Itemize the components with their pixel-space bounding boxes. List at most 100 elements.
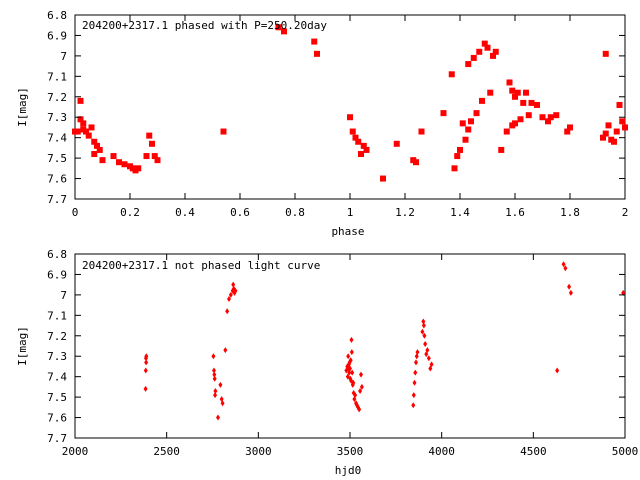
phased-y-tick-label: 7 bbox=[60, 50, 67, 63]
phased-data-point bbox=[512, 120, 518, 127]
phased-x-tick-label: 1.4 bbox=[450, 206, 470, 219]
unphased-data-point bbox=[420, 328, 425, 335]
phased-y-tick-label: 7.1 bbox=[47, 70, 67, 83]
unphased-data-point bbox=[412, 379, 417, 386]
phased-x-tick-label: 0.6 bbox=[230, 206, 250, 219]
unphased-data-point bbox=[233, 287, 238, 294]
phased-data-point bbox=[459, 120, 466, 127]
phased-x-tick-label: 1.2 bbox=[395, 206, 415, 219]
phased-x-tick-label: 2 bbox=[622, 206, 629, 219]
unphased-y-tick-label: 7.3 bbox=[47, 350, 67, 363]
phased-data-point bbox=[355, 138, 362, 145]
phased-x-tick-label: 0.2 bbox=[120, 206, 140, 219]
unphased-data-point bbox=[144, 359, 149, 366]
phased-data-point bbox=[352, 134, 359, 141]
phased-data-point bbox=[506, 79, 513, 86]
phased-data-point bbox=[509, 87, 516, 94]
unphased-data-point bbox=[428, 365, 433, 372]
phased-data-point bbox=[498, 146, 505, 153]
unphased-x-ticks: 2000 2500 3000 3500 4000 4500 5000 bbox=[62, 254, 638, 458]
unphased-data-point bbox=[555, 367, 560, 374]
unphased-data-point bbox=[421, 318, 426, 325]
unphased-data-point bbox=[213, 392, 218, 399]
unphased-data-point bbox=[423, 340, 428, 347]
phased-x-ticks: 0 0.2 0.4 0.6 0.8 1 1.2 1.4 1.6 1.8 2 bbox=[72, 15, 629, 219]
phased-data-point bbox=[275, 24, 282, 31]
unphased-data-point bbox=[357, 406, 362, 413]
unphased-x-tick-label: 4000 bbox=[428, 445, 455, 458]
unphased-data-point bbox=[223, 347, 228, 354]
phased-data-point bbox=[347, 114, 353, 121]
unphased-data-point bbox=[422, 332, 427, 339]
phased-data-point bbox=[564, 128, 571, 135]
unphased-data-point bbox=[216, 414, 220, 421]
phased-x-tick-label: 0.8 bbox=[285, 206, 305, 219]
unphased-y-tick-label: 7.7 bbox=[47, 432, 67, 445]
phased-x-tick-label: 0.4 bbox=[175, 206, 195, 219]
phased-data-point bbox=[613, 128, 620, 135]
phased-data-point bbox=[360, 142, 367, 149]
phased-x-tick-label: 1.6 bbox=[505, 206, 525, 219]
phased-data-point bbox=[520, 99, 527, 106]
phased-y-tick-label: 6.9 bbox=[47, 29, 67, 42]
unphased-data-point bbox=[225, 308, 230, 315]
phased-data-point bbox=[547, 114, 554, 121]
unphased-data-point bbox=[349, 336, 354, 343]
phased-data-point bbox=[465, 61, 472, 68]
phased-data-point bbox=[448, 71, 455, 78]
phased-data-point bbox=[85, 132, 92, 139]
unphased-y-tick-label: 7 bbox=[60, 289, 67, 302]
unphased-y-tick-label: 7.5 bbox=[47, 391, 67, 404]
phased-data-point bbox=[567, 124, 573, 131]
phased-data-point bbox=[490, 52, 496, 59]
unphased-data-point bbox=[415, 349, 420, 356]
phased-data-point bbox=[481, 40, 488, 47]
phased-data-point bbox=[91, 151, 98, 158]
unphased-data-point bbox=[351, 379, 356, 386]
unphased-plot-frame bbox=[74, 253, 626, 439]
unphased-data-point bbox=[213, 387, 218, 394]
phased-data-point bbox=[135, 165, 142, 172]
unphased-data-point bbox=[211, 367, 216, 374]
unphased-x-tick-label: 3500 bbox=[337, 445, 364, 458]
unphased-x-tick-label: 2000 bbox=[62, 445, 89, 458]
unphased-data-point bbox=[227, 295, 231, 302]
phased-y-tick-label: 7.5 bbox=[47, 152, 67, 165]
phased-data-point bbox=[88, 124, 95, 131]
unphased-data-point bbox=[411, 402, 416, 409]
phased-data-point bbox=[380, 175, 386, 182]
unphased-x-axis-label: hjd0 bbox=[335, 464, 362, 477]
unphased-data-point bbox=[211, 353, 216, 360]
phased-data-point bbox=[311, 38, 318, 45]
phased-data-point bbox=[440, 110, 447, 117]
unphased-data-point bbox=[561, 261, 566, 268]
unphased-data-point bbox=[348, 357, 353, 364]
phased-data-point bbox=[611, 138, 617, 145]
phased-data-point bbox=[600, 134, 606, 141]
phased-data-point bbox=[77, 97, 84, 104]
phased-data-point bbox=[418, 128, 425, 135]
unphased-x-tick-label: 3000 bbox=[245, 445, 272, 458]
unphased-data-point bbox=[411, 392, 416, 399]
phased-data-point bbox=[413, 159, 419, 166]
unphased-data-points bbox=[143, 261, 626, 421]
unphased-data-point bbox=[348, 365, 352, 372]
unphased-data-point bbox=[429, 361, 434, 368]
phased-data-point bbox=[539, 114, 546, 121]
unphased-data-point bbox=[359, 383, 364, 390]
phased-data-point bbox=[492, 48, 499, 55]
unphased-data-point bbox=[349, 349, 354, 356]
unphased-data-point bbox=[563, 265, 568, 272]
phased-data-point bbox=[99, 157, 106, 164]
unphased-y-tick-label: 7.1 bbox=[47, 309, 67, 322]
unphased-data-point bbox=[359, 371, 363, 378]
phased-data-point bbox=[514, 89, 521, 96]
unphased-data-point bbox=[212, 375, 217, 382]
unphased-data-point bbox=[218, 381, 223, 388]
phased-y-tick-label: 7.6 bbox=[47, 173, 67, 186]
phased-chart-title: 204200+2317.1 phased with P=250.20day bbox=[82, 19, 327, 32]
phased-data-point bbox=[528, 99, 535, 106]
phased-data-point bbox=[96, 146, 103, 153]
phased-data-point bbox=[314, 50, 320, 57]
